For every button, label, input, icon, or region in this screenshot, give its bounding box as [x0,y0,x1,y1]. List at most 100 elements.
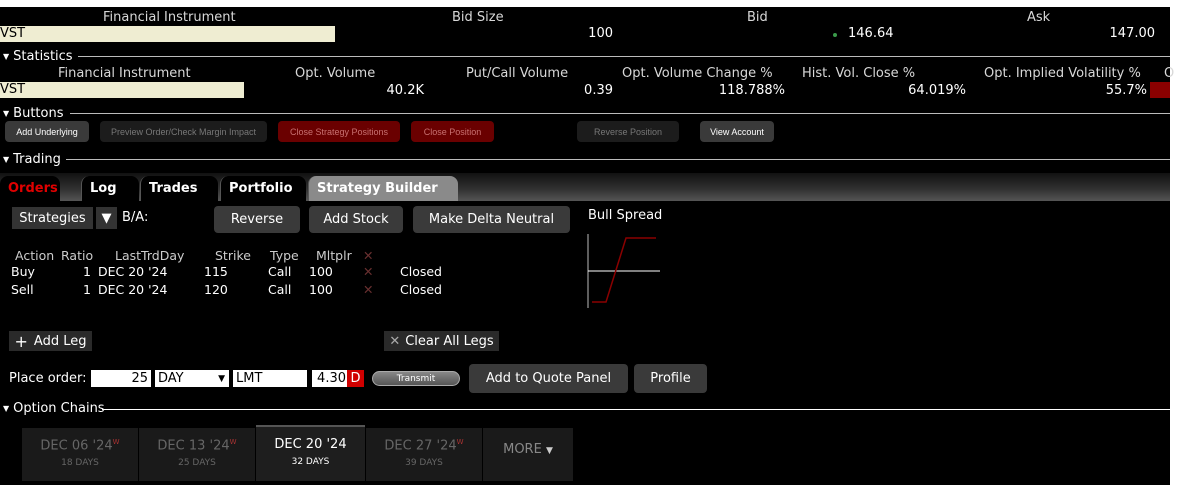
add-leg-label: Add Leg [33,333,87,349]
leg-type: Call [268,282,292,297]
leg-day: DEC 20 '24 [98,264,168,279]
ask-value: 147.00 [1109,26,1156,41]
view-account-button[interactable]: View Account [700,121,774,142]
quantity-input[interactable]: 25 [91,370,151,387]
col-ratio: Ratio [61,248,94,263]
stat-symbol-cell[interactable]: VST [0,82,244,98]
collapse-icon: ▼ [3,155,10,164]
col-action: Action [15,248,55,263]
header-ask: Ask [1027,10,1051,25]
collapse-icon: ▼ [3,404,10,413]
x-icon: ✕ [389,333,401,349]
remove-leg-icon[interactable]: ✕ [363,264,374,279]
section-title: Buttons [13,106,64,121]
close-strategy-positions-button[interactable]: Close Strategy Positions [278,121,400,142]
tab-strategy-builder[interactable]: Strategy Builder [308,176,458,201]
more-label: MORE [503,442,542,457]
order-type-input[interactable]: LMT [233,370,307,387]
reverse-button[interactable]: Reverse [214,206,300,233]
hist-vol-value: 64.019% [908,83,966,98]
leg-status: Closed [400,264,442,279]
strategies-dropdown[interactable]: Strategies [12,207,93,229]
dropdown-arrow-icon: ▼ [218,373,225,384]
section-buttons[interactable]: ▼ Buttons [0,106,63,121]
put-call-value: 0.39 [584,83,613,98]
header-financial-instrument: Financial Instrument [103,10,236,25]
profile-button[interactable]: Profile [634,364,707,393]
strategies-arrow-icon[interactable]: ▼ [96,207,117,229]
leg-ratio: 1 [83,282,91,297]
leg-strike: 120 [204,282,228,297]
expiry-days: 39 DAYS [405,458,443,469]
leg-ratio: 1 [83,264,91,279]
expiry-days: 25 DAYS [178,458,216,469]
stat-header-opt-volume: Opt. Volume [295,66,376,81]
header-bid-size: Bid Size [452,10,504,25]
more-expiries-button[interactable]: MORE ▼ [483,428,573,481]
leg-status: Closed [400,282,442,297]
stat-header-cut: O [1164,66,1175,81]
expiry-tab-selected[interactable]: DEC 20 '24 32 DAYS [256,425,365,481]
stat-header-put-call: Put/Call Volume [466,66,569,81]
leg-mult: 100 [309,282,333,297]
stat-header-vol-change: Opt. Volume Change % [622,66,773,81]
expiry-tab[interactable]: DEC 27 '24W 39 DAYS [366,428,482,481]
clear-all-legs-button[interactable]: ✕ Clear All Legs [384,331,499,351]
weekly-marker: W [456,438,464,446]
section-title: Statistics [13,49,73,64]
stat-header-hist-vol: Hist. Vol. Close % [802,66,916,81]
col-lasttrdday: LastTrdDay [115,248,185,263]
remove-all-icon[interactable]: ✕ [363,248,374,263]
expiry-date: DEC 13 '24 [157,438,230,454]
clear-legs-label: Clear All Legs [405,333,494,349]
reverse-position-button[interactable]: Reverse Position [577,121,679,142]
transmit-button[interactable]: Transmit [372,371,460,386]
expiry-date: DEC 20 '24 [274,437,347,452]
add-leg-button[interactable]: + Add Leg [9,331,92,351]
expiry-tab[interactable]: DEC 13 '24W 25 DAYS [139,428,255,481]
tab-trades[interactable]: Trades [140,176,218,201]
collapse-icon: ▼ [3,109,10,118]
implied-vol-value: 55.7% [1105,83,1147,98]
add-to-quote-panel-button[interactable]: Add to Quote Panel [469,364,628,393]
leg-strike: 115 [204,264,228,279]
bid-value: 146.64 [848,26,894,41]
tab-log[interactable]: Log [81,176,139,201]
weekly-marker: W [229,438,237,446]
collapse-icon: ▼ [3,52,10,61]
payoff-line [592,237,656,303]
section-trading[interactable]: ▼ Trading [0,152,61,167]
close-position-button[interactable]: Close Position [411,121,494,142]
tif-value: DAY [158,371,184,386]
red-cell [1150,82,1170,98]
section-title: Trading [13,152,61,167]
preview-order-button[interactable]: Preview Order/Check Margin Impact [100,121,267,142]
expiry-tab[interactable]: DEC 06 '24W 18 DAYS [22,428,138,481]
col-strike: Strike [215,248,251,263]
section-statistics[interactable]: ▼ Statistics [0,49,73,64]
weekly-marker: W [112,438,120,446]
leg-mult: 100 [309,264,333,279]
leg-action: Sell [11,282,34,297]
bid-size-value: 100 [588,26,613,41]
graph-title: Bull Spread [588,208,663,223]
leg-type: Call [268,264,292,279]
tab-orders[interactable]: Orders [0,176,60,201]
header-bid: Bid [747,10,768,25]
place-order-label: Place order: [9,371,87,386]
symbol-cell[interactable]: VST [0,26,335,42]
make-delta-neutral-button[interactable]: Make Delta Neutral [413,206,570,233]
tif-select[interactable]: DAY ▼ [155,370,229,387]
leg-action: Buy [11,264,35,279]
remove-leg-icon[interactable]: ✕ [363,282,374,297]
add-stock-button[interactable]: Add Stock [309,206,403,233]
add-underlying-button[interactable]: Add Underlying [5,121,89,142]
section-title: Option Chains [13,401,105,416]
col-type: Type [270,248,299,263]
col-mltplr: Mltplr [316,248,352,263]
section-option-chains[interactable]: ▼ Option Chains [0,401,105,416]
expiry-date: DEC 27 '24 [384,438,457,454]
tab-portfolio[interactable]: Portfolio [220,176,306,201]
price-input[interactable]: 4.30 [312,370,347,387]
vol-change-value: 118.788% [718,83,785,98]
